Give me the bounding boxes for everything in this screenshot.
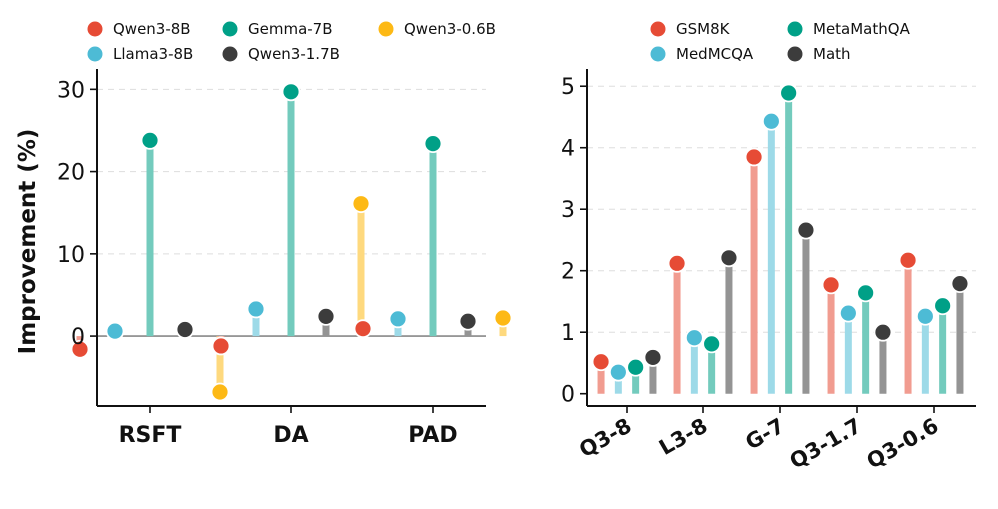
point-gsm8k-q3-0-6 [898, 250, 918, 270]
point-gemma-7b-da [281, 82, 301, 102]
y-tick-label-5: 5 [561, 75, 575, 100]
point-qwen3-0-6b-rsft [210, 382, 230, 402]
legend-label-qwen3-1-7b: Qwen3-1.7B [248, 45, 340, 63]
point-metamathqa-g-7 [779, 83, 799, 103]
point-medmcqa-q3-8 [608, 362, 628, 382]
legend-marker-qwen3-0-6b [378, 21, 394, 37]
point-qwen3-0-6b-pad [493, 308, 513, 328]
legend-label-gsm8k: GSM8K [676, 20, 731, 38]
point-math-q3-0-6 [950, 274, 970, 294]
point-qwen3-8b-pad [353, 319, 373, 339]
point-metamathqa-l3-8 [702, 334, 722, 354]
point-gemma-7b-pad [423, 134, 443, 154]
x-tick-label-rsft: RSFT [119, 423, 182, 448]
legend-label-qwen3-8b: Qwen3-8B [113, 20, 191, 38]
point-gsm8k-l3-8 [667, 253, 687, 273]
point-llama3-8b-da [246, 299, 266, 319]
point-medmcqa-l3-8 [684, 328, 704, 348]
legend-label-metamathqa: MetaMathQA [813, 20, 911, 38]
legend-label-gemma-7b: Gemma-7B [248, 20, 333, 38]
legend-marker-gemma-7b [222, 21, 238, 37]
legend-marker-gsm8k [650, 21, 666, 37]
point-gsm8k-q3-8 [591, 352, 611, 372]
point-medmcqa-q3-0-6 [915, 306, 935, 326]
point-math-q3-1-7 [873, 322, 893, 342]
legend-label-llama3-8b: Llama3-8B [113, 45, 193, 63]
legend-marker-metamathqa [787, 21, 803, 37]
point-metamathqa-q3-0-6 [933, 296, 953, 316]
right-panel: 0 1 2 3 4 5 Q3-8 L3-8 G-7Q3-1.7Q3-0.6 GSM8K MedMCQ… [561, 20, 976, 474]
x-tick-label-da: DA [273, 423, 308, 448]
y-tick-label-30: 30 [57, 78, 85, 103]
y-tick-label-1: 1 [561, 321, 575, 346]
legend-marker-qwen3-1-7b [222, 46, 238, 62]
x-tick-label-q3-0-6: Q3-0.6 [863, 414, 943, 474]
point-qwen3-0-6b-da [351, 194, 371, 214]
point-qwen3-1-7b-da [316, 306, 336, 326]
x-tick-label-g-7: G-7 [741, 414, 788, 455]
legend-label-qwen3-0-6b: Qwen3-0.6B [404, 20, 496, 38]
legend-label-medmcqa: MedMCQA [676, 45, 754, 63]
point-qwen3-1-7b-rsft [175, 320, 195, 339]
x-tick-label-pad: PAD [408, 423, 457, 448]
y-tick-label-20: 20 [57, 161, 85, 186]
point-llama3-8b-pad [388, 309, 408, 329]
point-medmcqa-q3-1-7 [838, 303, 858, 323]
point-llama3-8b-rsft [105, 321, 125, 341]
x-tick-label-l3-8: L3-8 [655, 414, 711, 460]
point-gsm8k-q3-1-7 [821, 275, 841, 295]
point-qwen3-8b-rsft [70, 339, 90, 359]
y-tick-label-3: 3 [561, 198, 575, 223]
x-tick-label-q3-8: Q3-8 [575, 414, 635, 463]
legend-marker-llama3-8b [87, 46, 103, 62]
y-tick-label-10: 10 [57, 243, 85, 268]
point-qwen3-8b-da [211, 336, 231, 356]
point-metamathqa-q3-1-7 [856, 283, 876, 303]
legend-marker-medmcqa [650, 46, 666, 62]
y-tick-label-2: 2 [561, 260, 575, 285]
x-tick-label-q3-1-7: Q3-1.7 [786, 414, 866, 474]
left-panel: 0 10 20 30 RSFT DA PAD Improvement (%) Qwen3-8B L… [15, 20, 513, 448]
legend-marker-math [787, 46, 803, 62]
point-medmcqa-g-7 [761, 111, 781, 131]
legend-label-math: Math [813, 45, 851, 63]
point-math-q3-8 [643, 348, 663, 367]
y-axis-label: Improvement (%) [15, 129, 41, 355]
point-metamathqa-q3-8 [626, 357, 646, 377]
y-tick-label-0: 0 [71, 325, 85, 350]
point-gsm8k-g-7 [744, 147, 764, 167]
legend-marker-qwen3-8b [87, 21, 103, 37]
y-tick-label-0: 0 [561, 383, 575, 408]
point-gemma-7b-rsft [140, 130, 160, 150]
point-qwen3-1-7b-pad [458, 311, 478, 331]
point-math-l3-8 [719, 248, 739, 268]
point-math-g-7 [796, 220, 816, 240]
y-tick-label-4: 4 [561, 137, 575, 162]
